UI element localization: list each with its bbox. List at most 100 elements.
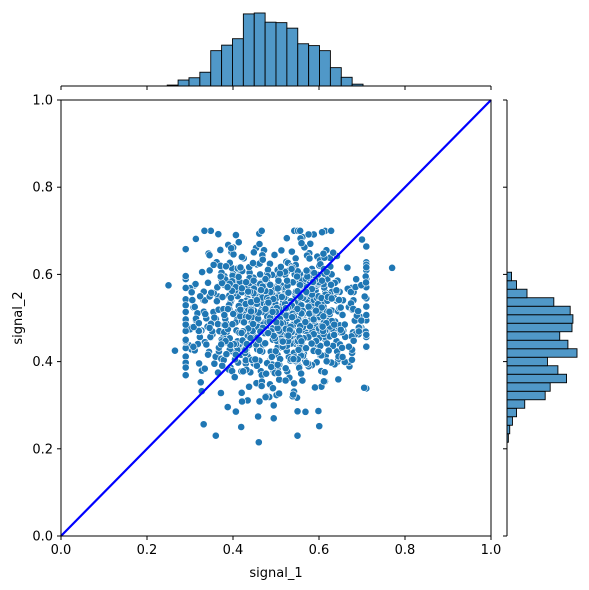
scatter-point: [289, 355, 298, 363]
scatter-point: [261, 339, 270, 348]
scatter-point: [348, 355, 356, 364]
y-marginal-histogram: [506, 271, 578, 443]
scatter-point: [264, 298, 273, 307]
scatter-point: [254, 412, 262, 421]
scatter-point: [318, 228, 326, 237]
scatter-point: [312, 306, 320, 315]
scatter-point: [257, 226, 266, 235]
scatter-point: [220, 311, 229, 319]
scatter-point: [324, 346, 333, 355]
scatter-point: [293, 407, 302, 416]
scatter-point: [237, 329, 246, 337]
x-marginal-ticks: [60, 86, 492, 90]
scatter-point: [362, 278, 370, 287]
scatter-point: [264, 329, 273, 337]
scatter-point: [245, 382, 253, 391]
scatter-point: [352, 275, 361, 284]
scatter-point: [319, 249, 328, 258]
scatter-point: [327, 280, 335, 289]
scatter-point: [362, 302, 371, 311]
scatter-point: [278, 337, 287, 346]
scatter-point: [388, 263, 396, 272]
scatter-point: [246, 334, 255, 342]
scatter-point: [209, 260, 218, 269]
scatter-point: [189, 342, 198, 351]
scatter-point: [338, 343, 346, 352]
y-histogram-bar: [506, 331, 561, 341]
scatter-point: [191, 234, 200, 243]
scatter-point: [214, 230, 223, 239]
scatter-point: [222, 350, 231, 359]
scatter-point: [255, 397, 264, 406]
y-tick-label: 0.8: [32, 181, 53, 196]
scatter-point: [330, 320, 339, 329]
x-histogram-bar: [242, 13, 255, 87]
y-histogram-bar: [506, 416, 513, 426]
scatter-point: [305, 254, 314, 263]
scatter-point: [247, 307, 255, 316]
scatter-point: [357, 316, 366, 325]
scatter-point: [234, 238, 243, 247]
scatter-point: [228, 320, 237, 329]
x-histogram-bar: [177, 79, 190, 87]
scatter-point: [252, 361, 261, 370]
y-tick-label: 1.0: [32, 94, 53, 109]
scatter-point: [261, 393, 270, 402]
scatter-point: [269, 401, 278, 410]
y-histogram-bar: [506, 373, 567, 384]
y-histogram-bar: [506, 288, 528, 299]
scatter-point: [277, 246, 286, 255]
scatter-point: [344, 342, 353, 351]
scatter-point: [217, 340, 226, 349]
scatter-point: [264, 265, 272, 274]
scatter-point: [217, 389, 225, 397]
y-histogram-bar: [506, 365, 559, 375]
x-histogram-bar: [329, 67, 342, 87]
scatter-point: [256, 346, 264, 355]
x-tick-label: 1.0: [481, 543, 502, 558]
scatter-point: [181, 320, 190, 329]
scatter-point: [181, 301, 190, 310]
scatter-point: [281, 364, 290, 373]
y-histogram-bar: [506, 305, 571, 316]
scatter-point: [266, 280, 275, 289]
scatter-point: [198, 268, 206, 276]
scatter-point: [256, 270, 264, 279]
scatter-point: [261, 305, 270, 313]
scatter-point: [181, 284, 190, 292]
scatter-point: [267, 352, 276, 361]
scatter-point: [362, 342, 371, 351]
scatter-point: [329, 248, 338, 257]
scatter-point: [271, 347, 280, 356]
scatter-point: [270, 251, 279, 259]
y-histogram-bar: [506, 348, 578, 358]
scatter-point: [307, 339, 316, 348]
scatter-point: [291, 254, 300, 263]
scatter-point: [231, 407, 240, 416]
scatter-point: [360, 383, 369, 392]
scatter-point: [262, 369, 271, 378]
scatter-point: [237, 284, 246, 293]
scatter-point: [249, 320, 258, 328]
scatter-point: [227, 293, 235, 302]
scatter-point: [207, 288, 216, 297]
scatter-point: [284, 331, 293, 340]
scatter-point: [314, 407, 323, 415]
scatter-point: [327, 226, 336, 235]
scatter-point: [164, 281, 173, 290]
scatter-point: [189, 323, 198, 331]
y-tick-label: 0.4: [32, 355, 53, 370]
scatter-point: [223, 283, 232, 292]
scatter-point: [294, 345, 303, 354]
x-histogram-bar: [297, 43, 310, 87]
scatter-point: [297, 337, 306, 346]
scatter-point: [181, 363, 190, 372]
scatter-point: [276, 269, 284, 278]
scatter-point: [322, 268, 331, 276]
scatter-point: [323, 339, 331, 348]
scatter-point: [200, 364, 209, 373]
x-histogram-bar: [308, 45, 320, 87]
scatter-point: [318, 276, 326, 285]
scatter-point: [194, 319, 203, 328]
scatter-point: [218, 361, 227, 370]
